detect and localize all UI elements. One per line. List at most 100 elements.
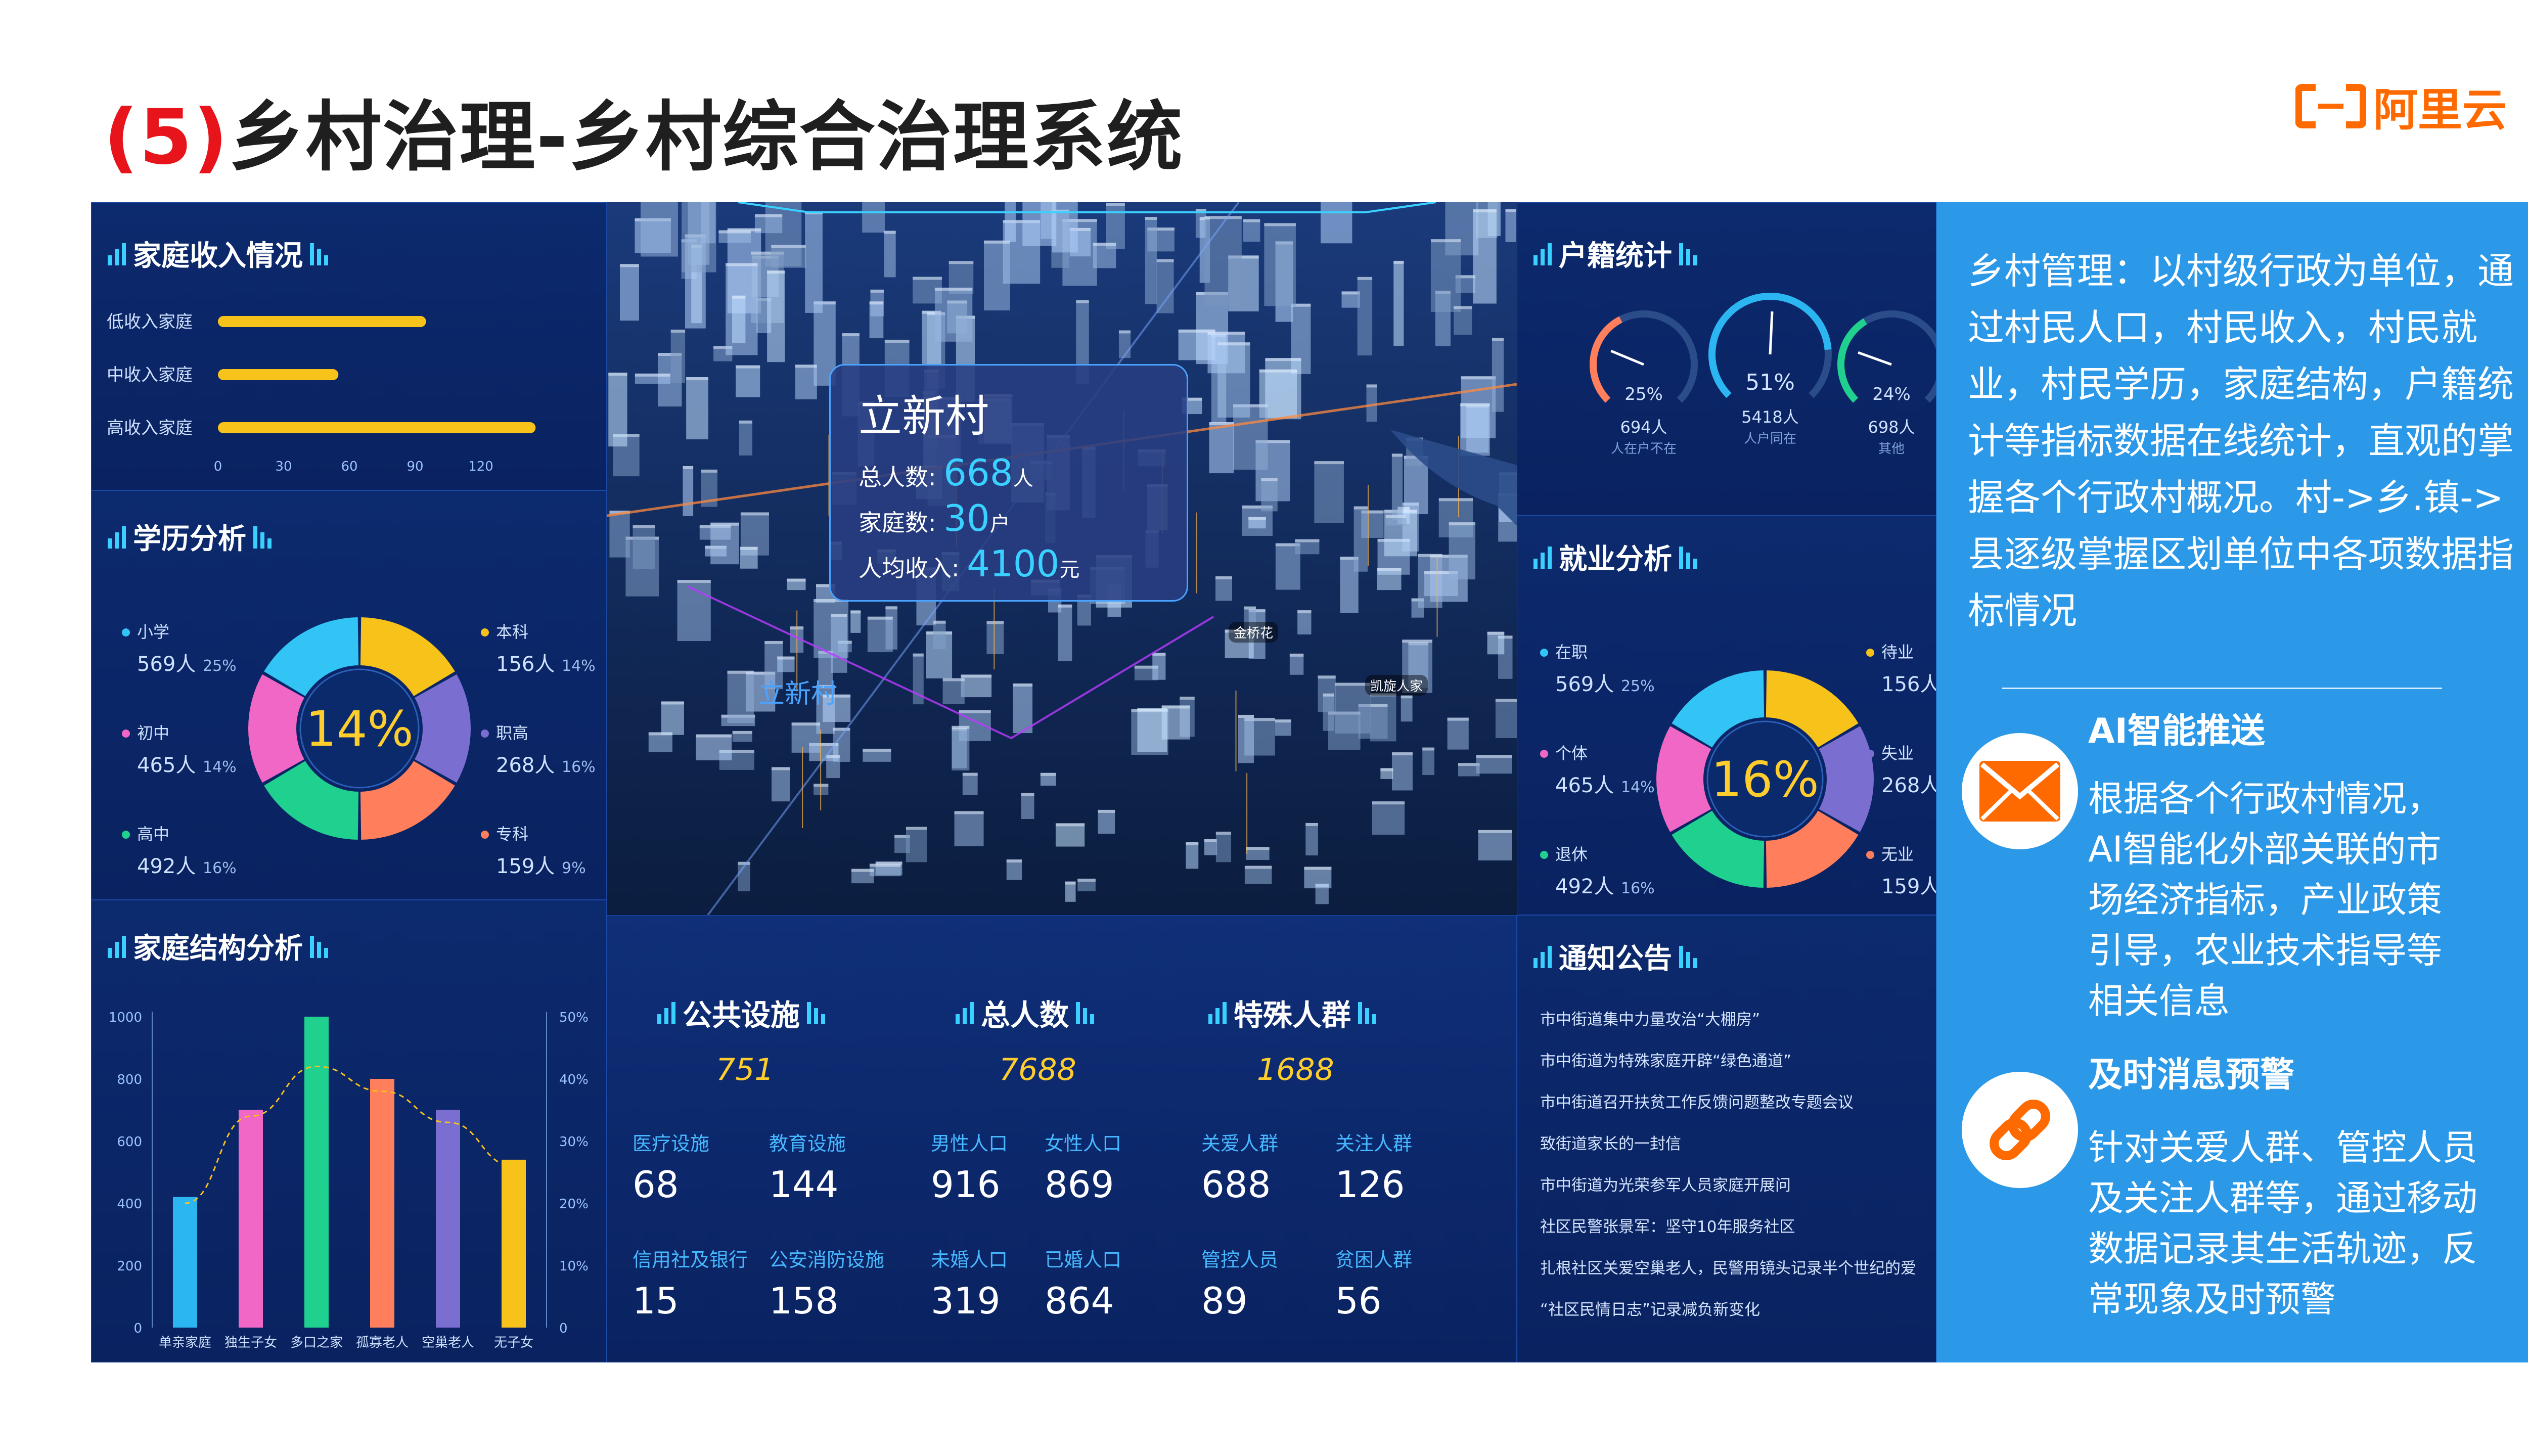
building <box>683 466 694 516</box>
building-roof <box>1021 793 1034 796</box>
building <box>1473 209 1497 304</box>
household-title: 户籍统计 <box>1526 233 1704 274</box>
info-panel: 乡村管理：以村级行政为单位，通过村民人口，村民收入，村民就业，村民学历，家庭结构… <box>1936 202 2528 1362</box>
notice-item[interactable]: 市中街道为特殊家庭开辟“绿色通道” <box>1540 1052 1792 1070</box>
building <box>686 377 708 440</box>
stat-label: 关爱人群 <box>1201 1132 1279 1155</box>
building-roof <box>1069 228 1091 231</box>
building <box>1021 793 1034 820</box>
family-category-label: 孤寡老人 <box>356 1335 409 1350</box>
building-roof <box>1098 809 1115 813</box>
building-roof <box>814 301 836 305</box>
building <box>670 329 686 383</box>
notice-item[interactable]: 市中街道集中力量攻治“大棚房” <box>1540 1011 1760 1029</box>
building <box>1487 631 1505 655</box>
donut-slice <box>1819 726 1874 832</box>
notice-item[interactable]: 扎根社区关爱空巢老人，民警用镜头记录半个世纪的爱 <box>1540 1259 1916 1278</box>
building <box>869 301 884 339</box>
building <box>1204 216 1242 306</box>
building-roof <box>1358 704 1388 707</box>
legend-pct: 9% <box>562 859 586 877</box>
building <box>986 621 1004 655</box>
building <box>609 511 630 558</box>
notice-item[interactable]: “社区民情日志”记录减负新变化 <box>1540 1301 1760 1319</box>
gauge-fill <box>1708 293 1832 398</box>
building <box>884 231 896 278</box>
building <box>1225 629 1254 659</box>
building-roof <box>1137 708 1167 712</box>
building-roof <box>823 694 851 698</box>
building-roof <box>814 599 849 602</box>
building-roof <box>1372 801 1405 805</box>
aliyun-logo-icon <box>2295 84 2366 128</box>
donut-slice <box>264 617 359 696</box>
map-tag[interactable]: 金桥花 <box>1229 622 1279 643</box>
notice-item[interactable]: 致街道家长的一封信 <box>1540 1135 1681 1153</box>
building-roof <box>726 263 758 266</box>
map-tag[interactable]: 凯旋人家 <box>1365 675 1428 696</box>
donut-slice <box>360 761 455 840</box>
title-bars-icon <box>108 242 126 265</box>
building-roof <box>884 231 896 234</box>
building-roof <box>1040 772 1056 776</box>
building <box>710 522 739 565</box>
building-roof <box>701 469 717 473</box>
gauge-fill <box>1590 316 1622 403</box>
gauge-label: 人户同在 <box>1744 431 1796 446</box>
building-roof <box>658 353 682 356</box>
building-roof <box>754 214 783 217</box>
family-y-tick: 800 <box>117 1072 142 1087</box>
stat-label: 贫困人群 <box>1335 1249 1413 1271</box>
building-roof <box>809 743 839 746</box>
legend-count: 159人 <box>496 855 555 878</box>
building-roof <box>1335 682 1371 686</box>
family-y2-tick: 10% <box>559 1259 589 1274</box>
income-bar <box>218 316 426 327</box>
family-bar <box>304 1017 329 1328</box>
notice-title: 通知公告 <box>1526 936 1704 977</box>
building <box>1304 867 1332 889</box>
building-roof <box>1065 881 1076 885</box>
notice-item[interactable]: 社区民警张景军：坚守10年服务社区 <box>1540 1218 1795 1236</box>
building-roof <box>954 811 984 814</box>
building-roof <box>751 251 784 255</box>
building-roof <box>718 230 751 234</box>
building <box>1335 682 1371 734</box>
legend-count: 492人 <box>1555 875 1614 898</box>
building-roof <box>875 861 902 865</box>
family-line <box>185 1065 514 1204</box>
family-y2-tick: 30% <box>559 1134 589 1150</box>
river <box>1390 430 1517 526</box>
stat-value: 688 <box>1201 1163 1271 1206</box>
gauge-count: 698人 <box>1868 418 1915 437</box>
map-village-label[interactable]: 立新村 <box>758 679 838 709</box>
legend-name: 小学 <box>137 622 169 642</box>
building <box>1215 832 1232 862</box>
dashboard: 家庭收入情况 低收入家庭 中收入家庭 高收入家庭 0 30 60 90 120 学历分析 14… <box>91 202 1936 1362</box>
employment-donut-chart: 16%在职569人25%个体465人14%退休492人16%待业156人16%失… <box>1540 643 1936 898</box>
building-roof <box>1275 719 1291 723</box>
building <box>767 270 785 362</box>
building-roof <box>869 301 884 305</box>
legend-dot <box>122 730 130 738</box>
building <box>1391 752 1413 791</box>
building <box>1013 683 1033 734</box>
building-roof <box>1447 717 1469 721</box>
building <box>1495 699 1517 738</box>
building-roof <box>1207 332 1245 335</box>
building-roof <box>1006 859 1022 863</box>
building-roof <box>949 261 974 264</box>
building <box>962 772 978 795</box>
employment-title: 就业分析 <box>1526 536 1704 577</box>
income-panel: 家庭收入情况 低收入家庭 中收入家庭 高收入家庭 0 30 60 90 120 <box>91 202 607 490</box>
building-roof <box>1424 571 1458 574</box>
building <box>771 245 806 268</box>
building <box>791 722 821 753</box>
building-roof <box>1275 543 1300 547</box>
donut-center-label: 16% <box>1711 751 1819 808</box>
donut-slice <box>1672 670 1765 748</box>
notice-item[interactable]: 市中街道召开扶贫工作反馈问题整改专题会议 <box>1540 1094 1854 1112</box>
building-roof <box>1370 693 1396 697</box>
building-roof <box>922 310 941 314</box>
notice-item[interactable]: 市中街道为光荣参军人员家庭开展问 <box>1540 1176 1791 1195</box>
